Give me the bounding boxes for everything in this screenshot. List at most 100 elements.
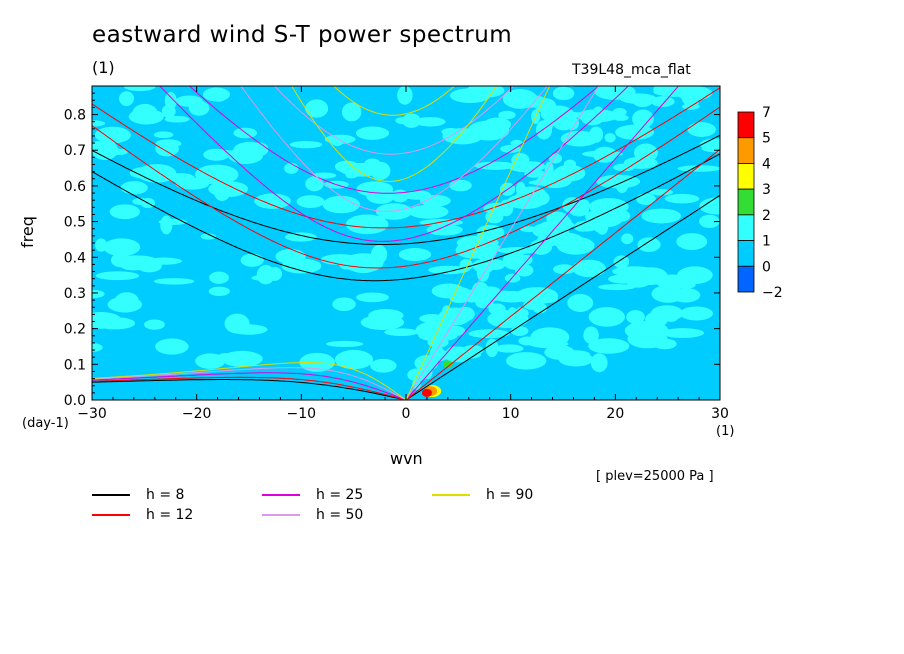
power-patch xyxy=(639,238,657,251)
y-tick-label: 0.0 xyxy=(64,393,86,409)
colorbar-swatch xyxy=(737,188,755,216)
power-patch xyxy=(119,91,135,107)
power-patch xyxy=(588,338,630,354)
power-patch xyxy=(144,319,165,330)
power-patch xyxy=(289,140,323,149)
power-patch xyxy=(485,210,504,224)
colorbar: 7 5 4 3 2 1 0 −2 xyxy=(737,105,783,301)
power-patch xyxy=(488,303,506,315)
power-patch xyxy=(175,95,203,107)
power-patch xyxy=(92,140,119,161)
power-patch xyxy=(322,195,361,214)
power-patch xyxy=(447,325,466,336)
legend-label: h = 25 xyxy=(316,487,364,503)
power-patch xyxy=(612,210,631,222)
power-patch xyxy=(616,178,629,194)
power-patch xyxy=(305,176,324,192)
power-patch xyxy=(524,169,546,178)
power-patch xyxy=(94,126,131,144)
curve-gravity-n2 xyxy=(333,86,456,116)
curve-kelvin xyxy=(405,86,600,400)
power-patch xyxy=(449,292,470,304)
legend-label: h = 12 xyxy=(146,507,194,523)
power-patch xyxy=(123,86,156,92)
dispersion-curve-h25 xyxy=(92,86,680,400)
colorbar-swatch xyxy=(737,137,755,164)
power-patch xyxy=(175,177,210,190)
curve-gravity-n1 xyxy=(240,86,548,212)
power-patch xyxy=(573,58,592,70)
power-patch xyxy=(592,218,609,233)
power-patch xyxy=(345,172,358,179)
power-patch xyxy=(574,220,598,232)
power-patch xyxy=(281,258,322,274)
power-patch xyxy=(595,49,617,57)
power-patch xyxy=(375,203,413,220)
power-patch xyxy=(92,289,105,299)
power-patch xyxy=(121,262,147,271)
power-patch xyxy=(504,273,521,283)
power-patch xyxy=(570,66,579,79)
power-patch xyxy=(254,193,291,209)
colorbar-label: −2 xyxy=(762,285,783,301)
power-patch xyxy=(228,147,263,164)
power-patch xyxy=(544,161,554,177)
power-patch xyxy=(534,98,557,113)
legend-item-h8: h = 8 xyxy=(92,487,184,503)
power-patch xyxy=(370,358,397,373)
curve-rossby-n1 xyxy=(92,379,407,400)
power-patch xyxy=(592,106,604,119)
power-patch xyxy=(408,204,449,219)
power-patch xyxy=(621,233,634,245)
power-patch xyxy=(267,267,283,281)
power-patch xyxy=(391,189,409,203)
dispersion-curve-h12 xyxy=(92,87,720,400)
power-patch xyxy=(515,181,526,197)
colorbar-label: 3 xyxy=(762,182,771,198)
legend-swatch xyxy=(262,514,300,516)
power-patch xyxy=(553,264,576,275)
power-patch xyxy=(164,115,190,123)
colorbar-label: 7 xyxy=(762,105,771,121)
power-patch xyxy=(120,181,148,195)
power-patch xyxy=(95,238,108,252)
power-patch xyxy=(194,164,239,185)
power-patch xyxy=(419,314,446,324)
legend-item-h90: h = 90 xyxy=(432,487,533,503)
curve-kelvin xyxy=(405,194,720,400)
legend-label: h = 90 xyxy=(486,487,534,503)
power-patch xyxy=(502,89,538,109)
power-patch xyxy=(360,314,405,330)
power-patch xyxy=(583,326,599,344)
legend-swatch xyxy=(92,514,130,516)
curve-rossby-n1 xyxy=(92,376,407,400)
power-patch xyxy=(208,286,230,296)
x-axis-label: wvn xyxy=(390,449,423,468)
power-patch xyxy=(632,94,653,108)
curve-gravity-n1 xyxy=(92,106,720,269)
dispersion-curve-h8 xyxy=(92,134,720,400)
power-patch xyxy=(217,352,233,363)
colorbar-label: 1 xyxy=(762,234,771,250)
curve-gravity-n1 xyxy=(291,86,498,182)
colorbar-swatch xyxy=(737,163,755,190)
power-patch xyxy=(356,292,389,303)
legend-item-h50: h = 50 xyxy=(262,507,363,523)
power-patch xyxy=(588,307,625,327)
power-patch xyxy=(572,259,606,278)
power-patch xyxy=(356,181,394,197)
power-patch xyxy=(564,116,580,131)
power-patch xyxy=(436,350,446,357)
power-patch xyxy=(588,78,596,85)
dispersion-curve-h90 xyxy=(92,86,551,400)
power-patch xyxy=(577,0,595,11)
power-patch xyxy=(224,313,250,334)
power-patch xyxy=(355,126,390,140)
power-patch xyxy=(426,224,463,236)
y-axis: 0.0 0.1 0.2 0.3 0.4 0.5 0.6 0.7 0.8 xyxy=(64,92,720,409)
power-patch xyxy=(699,138,720,151)
power-patch xyxy=(679,306,714,321)
colorbar-label: 5 xyxy=(762,131,771,147)
legend-swatch xyxy=(432,494,470,496)
